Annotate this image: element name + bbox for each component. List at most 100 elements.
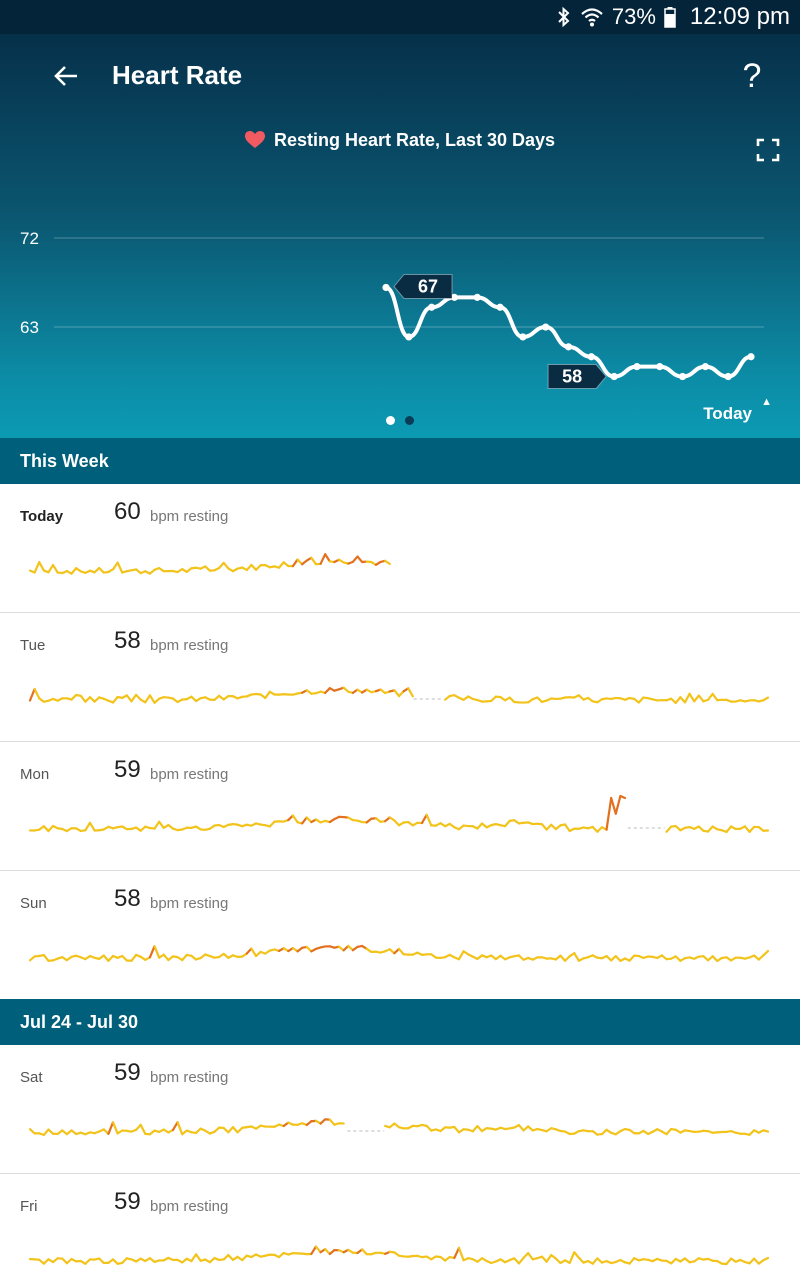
sparkline-segment (176, 1121, 184, 1136)
list-item[interactable]: Sun 58 bpm resting (0, 871, 800, 1000)
data-point[interactable] (450, 293, 459, 301)
section-header-this-week: This Week (0, 438, 800, 484)
data-point[interactable] (656, 363, 664, 371)
sparkline-segment (125, 694, 133, 703)
sparkline-segment (162, 953, 170, 962)
today-marker-icon: ▲ (761, 396, 772, 408)
app-bar: Heart Rate ? (0, 34, 800, 118)
sparkline-segment (190, 1253, 198, 1263)
data-point[interactable] (633, 363, 641, 371)
help-button[interactable]: ? (742, 57, 762, 95)
data-point[interactable] (542, 323, 550, 331)
sparkline-segment (38, 561, 45, 572)
data-point[interactable] (724, 372, 732, 381)
sparkline-segment (425, 1124, 433, 1132)
back-button[interactable] (44, 54, 88, 98)
bpm-unit: bpm resting (150, 637, 229, 654)
resting-heart-rate-panel: Heart Rate ? Resting Heart Rate, Last 30… (0, 34, 800, 438)
sparkline-segment (84, 821, 92, 832)
data-point[interactable] (678, 372, 687, 381)
sparkline-segment (277, 561, 285, 569)
day-label: Sun (20, 895, 47, 912)
sparkline-segment (725, 1257, 733, 1266)
sparkline-segment (591, 1257, 599, 1265)
sparkline-segment (328, 1118, 336, 1126)
back-arrow-icon (54, 66, 77, 86)
sparkline-segment (425, 813, 433, 827)
sparkline-segment (577, 1256, 585, 1264)
sparkline-segment (628, 954, 636, 962)
data-point[interactable] (587, 353, 595, 361)
sparkline-segment (637, 696, 645, 704)
data-point[interactable] (428, 303, 436, 311)
today-marker: Today ▲ (703, 396, 772, 424)
sparkline-segment (563, 823, 571, 833)
sparkline-segment (693, 694, 700, 703)
list-item[interactable]: Today 60 bpm resting (0, 484, 800, 613)
sparkline-segment (753, 1257, 760, 1265)
data-point[interactable] (405, 333, 413, 341)
data-point[interactable] (610, 372, 618, 381)
list-item[interactable]: Fri 59 bpm resting (0, 1174, 800, 1280)
bluetooth-icon (556, 6, 572, 28)
bpm-value: 58 (114, 885, 141, 912)
page-indicator (386, 416, 414, 425)
list-item[interactable]: Sat 59 bpm resting (0, 1045, 800, 1174)
sparkline-segment (361, 1248, 368, 1256)
sparkline-segment (420, 813, 428, 825)
sparkline-segment (42, 953, 50, 962)
sparkline-segment (42, 1128, 50, 1136)
day-label: Fri (20, 1198, 38, 1215)
sparkline-segment (130, 693, 138, 703)
sparkline-segment (453, 1246, 461, 1260)
sparkline-segment (384, 559, 391, 566)
data-point[interactable] (747, 353, 755, 361)
sparkline-segment (614, 955, 622, 962)
list-item[interactable]: Tue 58 bpm resting (0, 613, 800, 742)
sparkline-segment (725, 825, 733, 834)
sparkline-segment (573, 1251, 580, 1259)
sparkline-segment (171, 1121, 179, 1132)
sparkline-segment (503, 819, 511, 828)
y-tick-label: 72 (20, 229, 39, 248)
data-point[interactable] (496, 303, 504, 311)
data-point[interactable] (701, 363, 709, 371)
sparkline-segment (51, 563, 59, 574)
list-item[interactable]: Mon 59 bpm resting (0, 742, 800, 871)
y-tick-label: 63 (20, 318, 39, 337)
data-point[interactable] (564, 343, 573, 351)
resting-heart-rate-chart[interactable]: 7263536758 (0, 184, 800, 414)
status-bar: 73% 12:09 pm (0, 0, 800, 34)
callout-value: 58 (562, 367, 582, 387)
sparkline-segment (301, 816, 308, 825)
bpm-value: 58 (114, 627, 141, 654)
sparkline-segment (134, 693, 142, 701)
sparkline-segment (181, 953, 188, 962)
data-point[interactable] (473, 293, 481, 301)
sparkline-segment (42, 825, 50, 833)
page-dot-active[interactable] (386, 416, 395, 425)
sparkline-segment (33, 687, 41, 700)
sparkline-segment (194, 1253, 202, 1262)
heart-icon (244, 131, 265, 148)
sparkline-segment (748, 825, 756, 833)
page-dot[interactable] (405, 416, 414, 425)
bpm-value: 59 (114, 1188, 141, 1215)
data-point[interactable] (382, 283, 390, 292)
fullscreen-button[interactable] (756, 138, 780, 162)
bpm-value: 59 (114, 756, 141, 783)
daily-heart-rate-sparkline (28, 1245, 770, 1266)
sparkline-segment (111, 1121, 119, 1135)
battery-icon (664, 6, 676, 28)
sparkline-segment (457, 950, 465, 961)
sparkline-segment (476, 1125, 484, 1133)
sparkline-segment (231, 1126, 239, 1134)
sparkline-segment (88, 821, 96, 832)
sparkline-segment (762, 1256, 770, 1262)
sparkline-segment (397, 690, 405, 698)
data-point[interactable] (519, 333, 527, 341)
sparkline-segment (407, 687, 414, 698)
sparkline-segment (513, 1257, 521, 1265)
day-label: Tue (20, 637, 46, 654)
sparkline-segment (291, 814, 299, 824)
